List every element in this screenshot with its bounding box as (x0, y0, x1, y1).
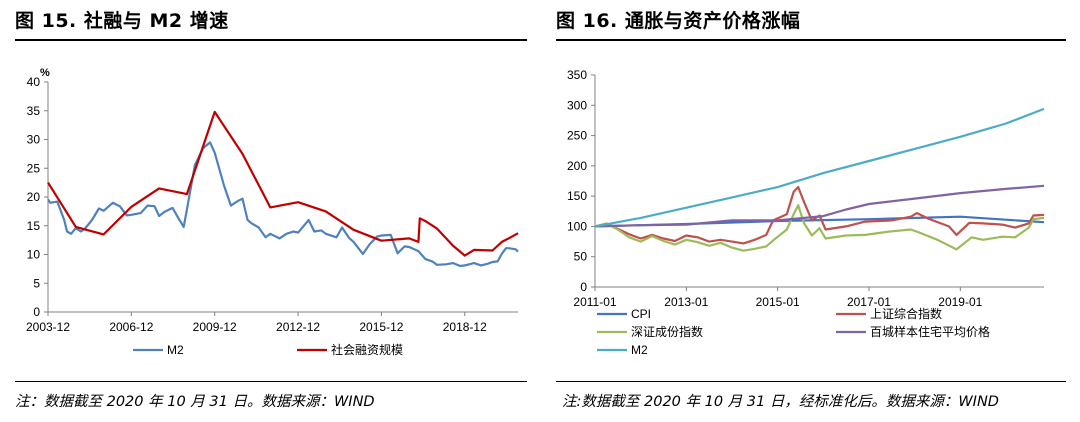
series-line-社会融资规模 (47, 110, 519, 257)
y-tick-label: 20 (27, 190, 41, 204)
y-tick-label: 0 (580, 280, 587, 294)
y-tick-label: 150 (567, 189, 587, 203)
inflation-asset-price-chart: 0 50 100 150 200 250 300 350 2011-01 2013-01 2015-… (567, 68, 1045, 357)
left-note-rule (15, 381, 527, 382)
right-chart-title: 图 16. 通胀与资产价格涨幅 (556, 10, 801, 32)
y-tick-label: 15 (27, 219, 41, 233)
x-tick-label: 2018-12 (443, 320, 487, 334)
x-tick-label: 2003-12 (26, 320, 70, 334)
y-tick-label: 250 (567, 129, 587, 143)
legend-label: 百城样本住宅平均价格 (870, 324, 990, 339)
y-axis-unit-label: % (40, 67, 50, 79)
y-tick-label: 5 (33, 276, 40, 290)
series-line-M2 (47, 141, 519, 268)
m2-tsf-growth-chart: 0 5 10 15 20 25 30 35 40% 2003-12 2006-12 2009-12 20… (26, 67, 519, 357)
series-line-深证成份指数 (594, 204, 1045, 252)
x-tick-label: 2011-01 (573, 295, 616, 309)
y-tick-label: 100 (567, 219, 587, 233)
y-tick-label: 50 (574, 250, 588, 264)
legend-label: M2 (631, 343, 648, 357)
y-tick-label: 350 (567, 68, 587, 82)
y-tick-label: 35 (27, 104, 41, 118)
y-tick-label: 10 (27, 248, 41, 262)
y-tick-label: 0 (33, 305, 40, 319)
x-tick-label: 2006-12 (109, 320, 153, 334)
y-tick-label: 40 (27, 75, 41, 89)
series-line-上证综合指数 (594, 186, 1045, 245)
legend-label: CPI (631, 307, 651, 321)
x-tick-label: 2015-01 (756, 295, 800, 309)
x-tick-label: 2009-12 (193, 320, 237, 334)
legend-label: 上证综合指数 (870, 306, 942, 321)
x-tick-label: 2015-12 (359, 320, 403, 334)
right-source-note: 注:数据截至 2020 年 10 月 31 日，经标准化后。数据来源：WIND (562, 394, 999, 410)
left-title-rule (15, 39, 527, 41)
y-tick-label: 200 (567, 159, 587, 173)
y-tick-label: 30 (27, 133, 41, 147)
left-chart-title: 图 15. 社融与 M2 增速 (15, 10, 229, 32)
legend-label: 深证成份指数 (631, 324, 703, 339)
series-line-百城样本住宅平均价格 (594, 184, 1045, 228)
x-tick-label: 2019-01 (938, 295, 982, 309)
series-line-M2 (594, 107, 1045, 228)
y-tick-label: 25 (27, 161, 41, 175)
right-note-rule (556, 381, 1066, 382)
x-tick-label: 2012-12 (276, 320, 320, 334)
x-tick-label: 2017-01 (847, 295, 891, 309)
left-source-note: 注：数据截至 2020 年 10 月 31 日。数据来源：WIND (15, 394, 375, 410)
legend-label: M2 (167, 343, 184, 357)
right-title-rule (556, 39, 1066, 41)
y-tick-label: 300 (567, 98, 587, 112)
x-tick-label: 2013-01 (664, 295, 708, 309)
legend-label: 社会融资规模 (331, 342, 403, 357)
